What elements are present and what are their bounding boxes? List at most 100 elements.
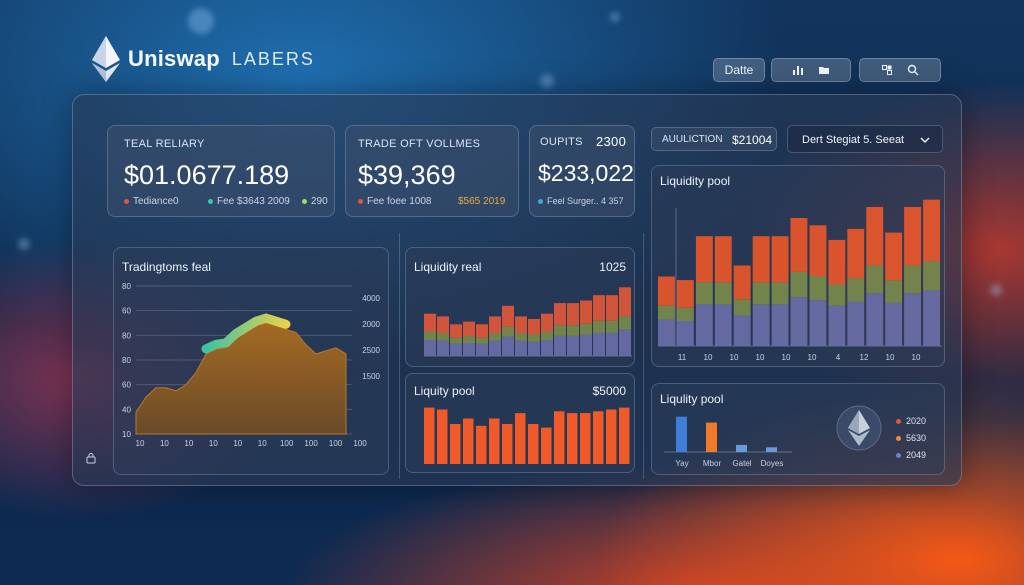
bar-segment — [476, 337, 488, 344]
bar-segment — [828, 284, 846, 306]
bar-segment — [752, 236, 770, 283]
bar-segment — [580, 300, 592, 324]
strategy-dropdown[interactable]: Dert Stegiat 5. Seeat — [787, 125, 943, 153]
liquidity-real-chart[interactable] — [406, 278, 636, 364]
stat-card-value: $39,369 — [358, 160, 456, 190]
bar-segment — [437, 316, 449, 333]
legend-swatch — [896, 452, 901, 458]
metric-label: 290 — [311, 196, 328, 207]
bar-segment — [619, 329, 631, 356]
metric-dot — [124, 199, 129, 204]
auction-badge[interactable]: AUULICTION $21004 — [651, 127, 777, 151]
stat-metric: Tediance0 — [124, 196, 179, 207]
bar-segment — [489, 316, 501, 333]
tools-group[interactable] — [859, 58, 941, 82]
bar — [463, 418, 474, 464]
bar-segment — [463, 342, 475, 356]
bar-segment — [541, 339, 553, 356]
bar-segment — [923, 261, 940, 291]
x-tick-label: 10 — [730, 353, 739, 362]
liquidity-pool-bar-chart[interactable] — [406, 400, 636, 472]
bar-segment — [658, 305, 675, 320]
bar-segment — [771, 236, 789, 283]
bar-segment — [424, 331, 436, 340]
lock-icon[interactable] — [86, 452, 96, 464]
bar-chart-icon[interactable] — [792, 64, 804, 76]
liquidity-pool-legend-card: Liqulity pool Yay Mbor Gatel Doyes 2020 563… — [651, 383, 945, 475]
bar-segment — [580, 334, 592, 356]
metric-label: $565 2019 — [458, 196, 506, 207]
liquidity-pool-stacked-chart[interactable]: 11 10 10 10 10 10 4 12 10 10 — [652, 188, 946, 366]
bar-segment — [866, 207, 884, 266]
bar-segment — [695, 282, 713, 305]
bar-segment — [828, 305, 846, 346]
area-highlight — [201, 313, 291, 354]
bar-segment — [866, 293, 884, 346]
bar-segment — [502, 336, 514, 356]
bar — [766, 447, 777, 452]
brand-subtitle: LABERS — [231, 48, 315, 69]
bar — [515, 413, 526, 464]
stat-card-title: TRADE OFT VOLLMES — [358, 138, 481, 150]
bar-segment — [790, 297, 808, 346]
metric-label: Fee $3643 2009 — [217, 196, 290, 207]
metric-dot — [538, 198, 543, 204]
stat-metric: Fee foee 1008 — [358, 196, 432, 207]
ethereum-logo-icon — [92, 36, 120, 82]
stat-metric: 290 — [302, 196, 328, 207]
auction-value: $21004 — [732, 133, 773, 147]
stat-card-trade-volumes[interactable]: TRADE OFT VOLLMES $39,369 Fee foee 1008 … — [345, 125, 519, 217]
bar-segment — [676, 307, 694, 321]
bar-segment — [541, 313, 553, 332]
bar-segment — [489, 333, 501, 341]
brand-name: Uniswap — [128, 46, 220, 71]
bar-segment — [828, 239, 846, 285]
chart-title: Liquidity pool — [660, 174, 731, 188]
bar-segment — [424, 313, 436, 332]
bar-segment — [714, 236, 732, 283]
bar-segment — [424, 339, 436, 356]
folder-icon[interactable] — [818, 64, 830, 76]
bar — [437, 409, 448, 464]
bar — [554, 411, 565, 464]
bar-segment — [904, 293, 921, 346]
stat-card-total[interactable]: TEAL RELIARY $01.0677.189 Tediance0 Fee … — [107, 125, 335, 217]
bar — [706, 422, 717, 452]
grid-icon[interactable] — [881, 64, 893, 76]
date-button[interactable]: Datte — [713, 58, 765, 82]
stat-card-outputs[interactable]: OUPITS 2300 $233,022 Feel Surger.. 4 357 — [529, 125, 635, 217]
bar — [736, 444, 747, 452]
bar-segment — [463, 336, 475, 343]
trading-area-chart[interactable]: 80 60 80 80 60 40 10 4000 2000 2500 1500 10 10 10 10 10… — [114, 274, 390, 474]
bar-segment — [733, 299, 751, 316]
bar-segment — [733, 265, 751, 300]
search-icon[interactable] — [907, 64, 919, 76]
bokeh-light — [540, 74, 554, 88]
view-toggle-group[interactable] — [771, 58, 851, 82]
legend-label: 5630 — [906, 433, 927, 443]
bar-segment — [809, 300, 827, 346]
bar-segment — [606, 320, 618, 333]
stat-card-value: $233,022 — [538, 160, 634, 186]
x-tick-label: 10 — [782, 353, 791, 362]
brand: Uniswap LABERS — [92, 36, 315, 82]
x-tick-label: 100 — [353, 439, 367, 448]
bar-segment — [593, 320, 605, 333]
bar-segment — [515, 316, 527, 333]
bar-segment — [904, 265, 921, 294]
bar-segment — [847, 228, 865, 279]
liquidity-pool-grouped-chart[interactable]: Yay Mbor Gatel Doyes — [652, 406, 802, 474]
legend-swatch — [896, 418, 901, 424]
stat-card-value: $01.0677.189 — [124, 160, 290, 190]
bar-segment — [476, 324, 488, 338]
bar-segment — [450, 343, 462, 356]
metric-label: Feel Surger.. 4 357 — [547, 196, 624, 206]
metric-dot — [208, 199, 213, 204]
x-tick-label: 10 — [233, 439, 242, 448]
bar — [476, 425, 487, 464]
bar-segment — [752, 282, 770, 305]
stat-metric: $565 2019 — [458, 196, 505, 207]
ethereum-coin-icon — [836, 405, 882, 451]
legend-item: 5630 — [896, 433, 926, 443]
legend-label: 2049 — [906, 450, 927, 460]
